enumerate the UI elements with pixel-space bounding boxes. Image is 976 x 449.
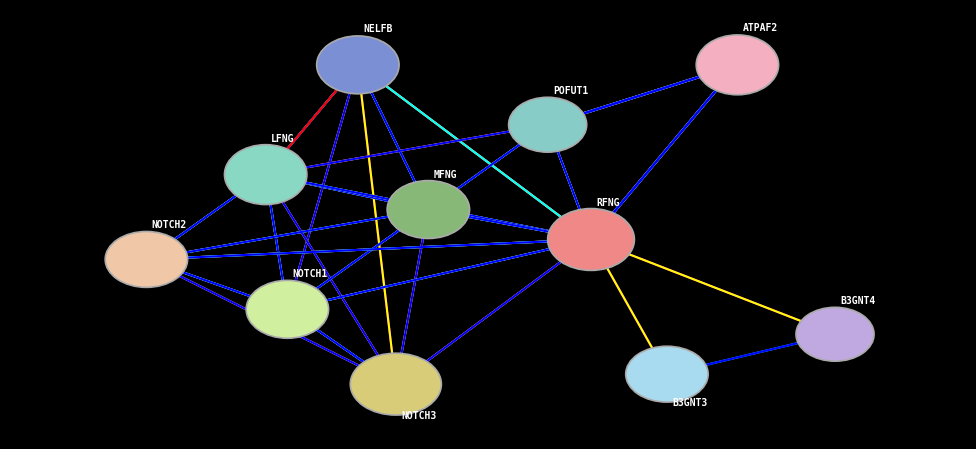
Text: LFNG: LFNG — [271, 134, 295, 144]
Ellipse shape — [508, 97, 587, 152]
Text: B3GNT4: B3GNT4 — [840, 296, 875, 306]
Ellipse shape — [224, 145, 306, 205]
Text: RFNG: RFNG — [596, 198, 620, 207]
Text: POFUT1: POFUT1 — [553, 86, 589, 96]
Text: B3GNT3: B3GNT3 — [672, 398, 708, 408]
Ellipse shape — [796, 307, 874, 361]
Ellipse shape — [387, 180, 469, 238]
Text: MFNG: MFNG — [433, 170, 458, 180]
Ellipse shape — [246, 280, 329, 338]
Ellipse shape — [105, 232, 187, 287]
Text: NOTCH1: NOTCH1 — [293, 269, 328, 279]
Text: NOTCH3: NOTCH3 — [401, 411, 436, 421]
Text: ATPAF2: ATPAF2 — [743, 23, 778, 33]
Ellipse shape — [626, 346, 709, 402]
Ellipse shape — [350, 353, 441, 415]
Ellipse shape — [316, 36, 399, 94]
Ellipse shape — [548, 208, 634, 270]
Text: NOTCH2: NOTCH2 — [152, 220, 187, 230]
Text: NELFB: NELFB — [363, 24, 392, 34]
Ellipse shape — [696, 35, 779, 95]
